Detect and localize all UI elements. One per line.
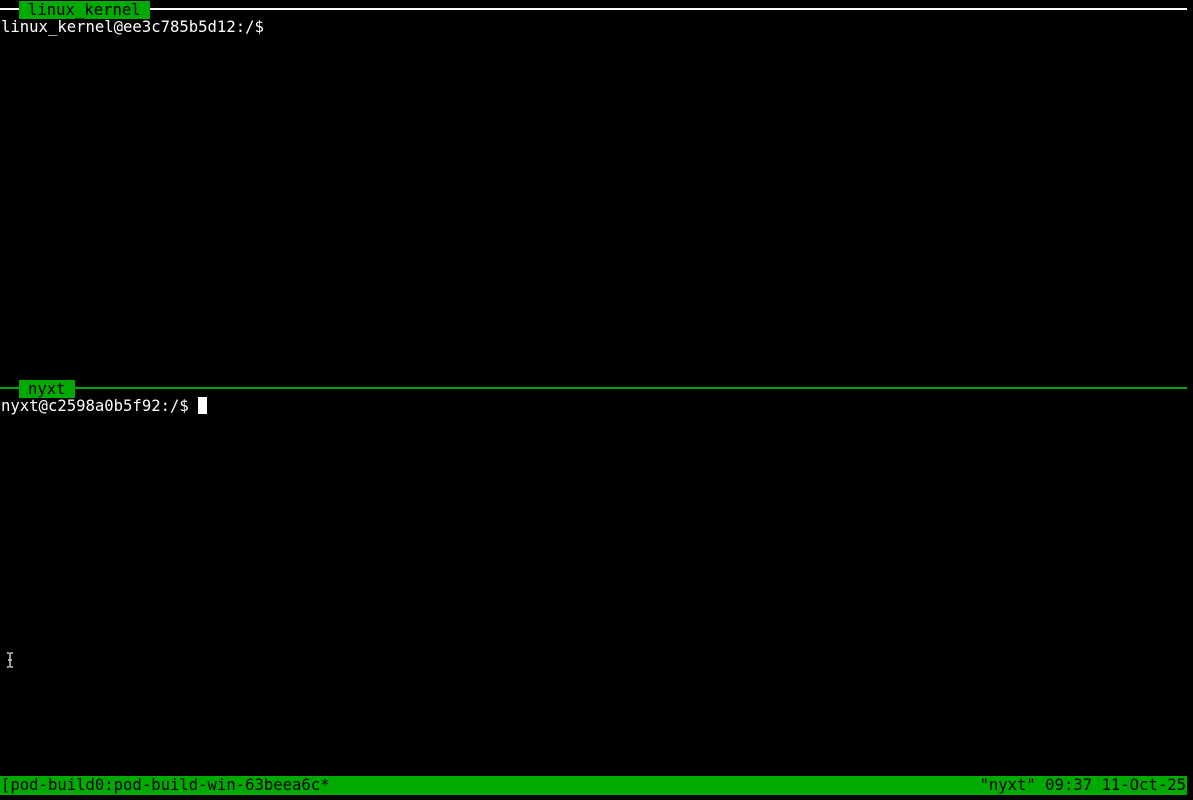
shell-prompt: linux_kernel@ee3c785b5d12:/$	[1, 18, 264, 36]
pane-border-active	[0, 387, 1187, 389]
pane-title: nyxt	[19, 380, 75, 398]
pane-border-top	[0, 8, 1187, 10]
pane-title: linux_kernel	[19, 1, 150, 19]
tmux-status-bar: [pod-build0:pod-build-win-63beea6c* "nyx…	[0, 776, 1187, 795]
shell-prompt: nyxt@c2598a0b5f92:/$	[1, 397, 199, 415]
status-right-info: "nyxt" 09:37 11-Oct-25	[979, 776, 1186, 794]
i-beam-cursor-icon	[7, 652, 13, 668]
terminal-cursor	[198, 397, 208, 414]
status-session-window[interactable]: [pod-build0:pod-build-win-63beea6c*	[1, 776, 330, 794]
